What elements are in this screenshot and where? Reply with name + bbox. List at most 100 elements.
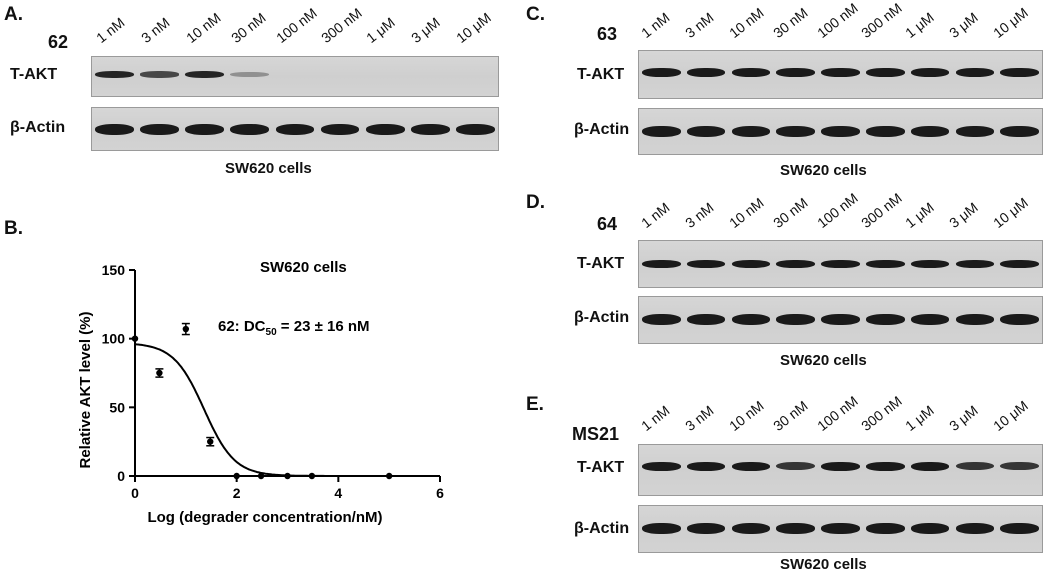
chart-points	[131, 322, 393, 480]
blot-band	[686, 313, 726, 325]
concentration-label: 30 nM	[770, 4, 811, 41]
blot-band	[410, 123, 450, 135]
blot-band	[776, 260, 815, 268]
concentration-label: 30 nM	[770, 194, 811, 231]
concentration-label: 10 μM	[453, 9, 494, 46]
panel-e-row-actin: β-Actin	[574, 520, 630, 537]
concentration-label: 1 μM	[902, 402, 937, 434]
blot-band	[866, 67, 905, 77]
blot-band	[731, 260, 771, 268]
blot-band	[776, 67, 815, 77]
blot-band	[821, 461, 860, 471]
x-tick-label: 6	[436, 485, 444, 501]
blot-band	[1000, 126, 1039, 137]
panel-e-compound: MS21	[572, 424, 620, 444]
blot-band	[185, 123, 225, 135]
data-point	[385, 472, 393, 480]
blot-band	[1000, 313, 1039, 325]
blot-band	[866, 126, 905, 137]
blot-band	[642, 313, 681, 325]
concentration-label: 30 nM	[770, 397, 811, 434]
blot-band	[320, 123, 360, 135]
concentration-label: 1 μM	[902, 9, 937, 41]
data-point	[284, 472, 291, 480]
blot-band	[1000, 260, 1039, 268]
concentration-label: 10 μM	[990, 194, 1031, 231]
concentration-label: 3 nM	[138, 14, 173, 46]
blot-band	[642, 461, 681, 471]
blot-band	[776, 313, 815, 325]
blot-band	[686, 67, 726, 77]
data-point	[233, 472, 240, 480]
concentration-label: 3 μM	[408, 14, 443, 46]
blot-band	[642, 260, 681, 268]
chart-fit-curve	[134, 343, 334, 477]
chart-axes: 0 50 100 150 0 2 4 6	[102, 262, 444, 501]
blot-band	[866, 461, 905, 471]
blot-band	[776, 522, 815, 534]
y-tick-label: 50	[109, 399, 125, 415]
blot-band	[95, 71, 134, 78]
concentration-label: 30 nM	[228, 9, 269, 46]
blot-band	[866, 522, 905, 534]
data-point	[131, 335, 139, 342]
concentration-label: 3 nM	[682, 199, 717, 231]
concentration-label: 10 nM	[183, 9, 224, 46]
panel-d-takt-blot	[638, 240, 1043, 288]
concentration-label: 3 nM	[682, 402, 717, 434]
panel-d-row-takt: T-AKT	[577, 255, 625, 272]
blot-band	[686, 522, 726, 534]
concentration-label: 100 nM	[814, 189, 861, 231]
blot-band	[185, 71, 225, 78]
blot-band	[686, 260, 726, 268]
concentration-label: 1 nM	[93, 14, 128, 46]
panel-c-takt-blot	[638, 50, 1043, 99]
blot-band	[910, 522, 950, 534]
blot-band	[776, 461, 815, 471]
blot-band	[910, 461, 950, 471]
panel-c-label: C.	[526, 4, 545, 25]
blot-band	[955, 461, 995, 471]
fit-line	[134, 343, 334, 477]
blot-band	[140, 71, 180, 78]
blot-band	[821, 313, 860, 325]
blot-band	[642, 126, 681, 137]
blot-band	[642, 67, 681, 77]
panel-d-compound: 64	[597, 214, 618, 234]
panel-c-row-actin: β-Actin	[574, 121, 630, 138]
panel-d-row-actin: β-Actin	[574, 309, 630, 326]
panel-a-cell-line: SW620 cells	[225, 160, 312, 177]
blot-band	[776, 126, 815, 137]
concentration-label: 100 nM	[814, 0, 861, 42]
blot-band	[910, 67, 950, 77]
panel-e-row-takt: T-AKT	[577, 459, 625, 476]
blot-band	[821, 522, 860, 534]
blot-band	[95, 123, 134, 135]
blot-band	[1000, 522, 1039, 534]
blot-band	[731, 522, 771, 534]
x-tick-label: 2	[233, 485, 241, 501]
concentration-label: 300 nM	[858, 0, 905, 42]
concentration-label: 1 nM	[638, 199, 673, 231]
concentration-label: 10 nM	[726, 397, 767, 434]
blot-band	[230, 71, 270, 78]
chart-annotation: 62: DC50 = 23 ± 16 nM	[218, 318, 370, 338]
degradation-chart: 0 50 100 150 0 2 4 6 SW620 cells 62: DC50 = 23 …	[77, 259, 444, 526]
blot-band	[866, 313, 905, 325]
blot-band	[456, 123, 495, 135]
y-tick-label: 100	[102, 331, 126, 347]
chart-title: SW620 cells	[260, 259, 347, 276]
panel-a-actin-blot	[91, 107, 499, 151]
concentration-label: 1 μM	[363, 14, 398, 46]
concentration-label: 1 nM	[638, 402, 673, 434]
x-tick-label: 0	[131, 485, 139, 501]
panel-d-cell-line: SW620 cells	[780, 352, 867, 369]
chart-ylabel: Relative AKT level (%)	[77, 312, 94, 469]
panel-d-actin-blot	[638, 296, 1043, 344]
blot-band	[140, 123, 180, 135]
blot-band	[821, 67, 860, 77]
x-tick-label: 4	[334, 485, 342, 501]
blot-band	[731, 461, 771, 471]
panel-e-cell-line: SW620 cells	[780, 556, 867, 573]
data-point	[308, 472, 316, 480]
